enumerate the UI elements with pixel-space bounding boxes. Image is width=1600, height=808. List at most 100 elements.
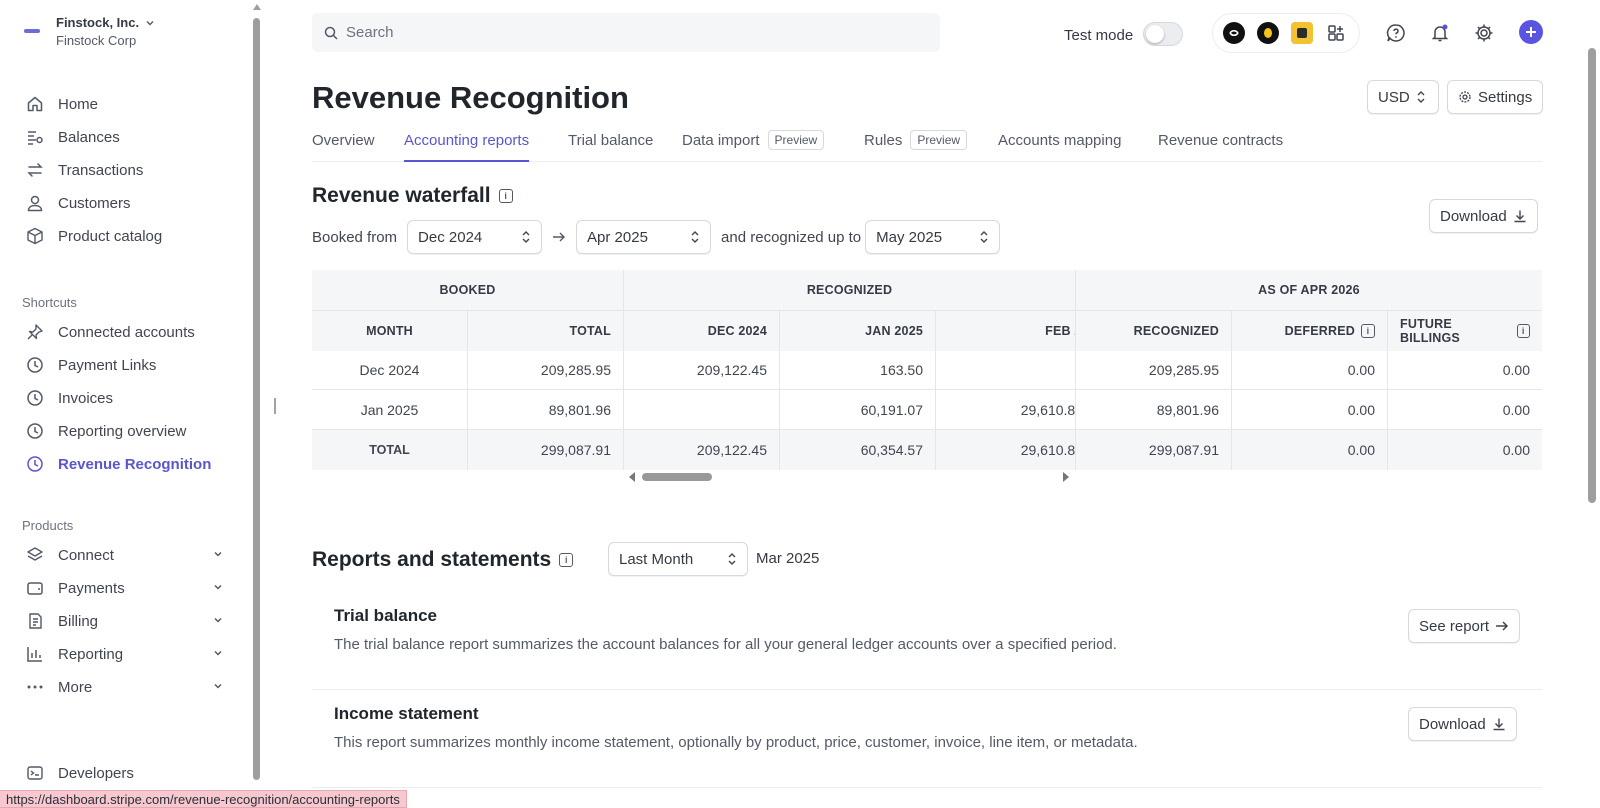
nav-label: Payment Links bbox=[58, 356, 157, 374]
scroll-thumb[interactable] bbox=[642, 473, 712, 481]
report-title: Income statement bbox=[334, 704, 479, 723]
nav-payment-links[interactable]: Payment Links bbox=[24, 350, 224, 380]
group-booked: BOOKED bbox=[312, 270, 624, 310]
nav-revenue-recognition[interactable]: Revenue Recognition bbox=[24, 449, 224, 479]
box-icon bbox=[24, 225, 46, 247]
download-report-button[interactable]: Download bbox=[1408, 707, 1517, 741]
download-icon bbox=[1493, 718, 1505, 731]
nav-connect[interactable]: Connect bbox=[24, 540, 224, 570]
page-scrollbar[interactable] bbox=[1588, 48, 1596, 503]
nav-label: Transactions bbox=[58, 161, 144, 179]
tab-revenue-contracts[interactable]: Revenue contracts bbox=[1158, 132, 1283, 162]
info-icon[interactable]: i bbox=[498, 189, 513, 203]
see-report-button[interactable]: See report bbox=[1408, 609, 1521, 643]
scroll-up-arrow-icon[interactable] bbox=[252, 3, 262, 11]
chevron-down-icon bbox=[214, 584, 222, 590]
nav-label: Reporting bbox=[58, 645, 124, 663]
col-recognized: RECOGNIZED bbox=[1076, 311, 1232, 351]
help-icon[interactable] bbox=[1384, 21, 1408, 45]
reports-title: Reports and statements bbox=[312, 548, 552, 571]
account-switcher[interactable]: Finstock, Inc. Finstock Corp bbox=[24, 15, 155, 48]
tab-label: Accounting reports bbox=[404, 132, 530, 149]
download-icon bbox=[1514, 210, 1526, 223]
cell-feb-2025: 29,610.89 bbox=[936, 390, 1076, 430]
tab-data-import[interactable]: Data import Preview bbox=[682, 130, 825, 162]
waterfall-table: BOOKED RECOGNIZED AS OF APR 2026 MONTH T… bbox=[312, 270, 1542, 470]
billing-icon bbox=[24, 610, 46, 632]
nav-label: Developers bbox=[58, 764, 134, 782]
shortcuts-label: Shortcuts bbox=[22, 295, 77, 310]
table-group-header: BOOKED RECOGNIZED AS OF APR 2026 bbox=[312, 270, 1542, 310]
nav-reporting[interactable]: Reporting bbox=[24, 639, 224, 669]
cell-total: 89,801.96 bbox=[468, 390, 624, 430]
chevron-down-icon bbox=[214, 650, 222, 656]
tab-bar: Overview Accounting reports Trial balanc… bbox=[312, 130, 1542, 162]
currency-select[interactable]: USD bbox=[1367, 80, 1439, 114]
nav-product-catalog[interactable]: Product catalog bbox=[24, 221, 224, 251]
nav-balances[interactable]: Balances bbox=[24, 122, 224, 152]
cell-total: 299,087.91 bbox=[468, 430, 624, 470]
table-row: Jan 2025 89,801.96 60,191.07 29,610.89 8… bbox=[312, 390, 1542, 430]
info-icon[interactable]: i bbox=[559, 553, 574, 567]
reports-period-label: Mar 2025 bbox=[756, 550, 820, 567]
test-mode-toggle[interactable] bbox=[1143, 22, 1184, 46]
app-icon[interactable] bbox=[1223, 22, 1245, 44]
wallet-icon bbox=[24, 577, 46, 599]
apps-grid-icon[interactable] bbox=[1325, 22, 1347, 44]
gear-icon bbox=[1459, 91, 1471, 103]
resize-handle[interactable] bbox=[274, 398, 276, 414]
nav-label: Product catalog bbox=[58, 227, 163, 245]
scroll-left-arrow-icon[interactable] bbox=[628, 472, 636, 482]
reports-period-select[interactable]: Last Month bbox=[608, 542, 748, 576]
settings-button[interactable]: Settings bbox=[1447, 80, 1544, 114]
info-icon[interactable]: i bbox=[1516, 324, 1530, 338]
chevron-up-down-icon bbox=[728, 553, 736, 565]
download-label: Download bbox=[1440, 207, 1507, 225]
tab-overview[interactable]: Overview bbox=[312, 132, 375, 162]
booked-from-select[interactable]: Dec 2024 bbox=[407, 220, 543, 254]
nav-transactions[interactable]: Transactions bbox=[24, 155, 224, 185]
search-input[interactable] bbox=[346, 24, 906, 41]
tab-rules[interactable]: Rules Preview bbox=[864, 130, 968, 162]
waterfall-download-button[interactable]: Download bbox=[1429, 199, 1538, 233]
nav-label: Payments bbox=[58, 579, 125, 597]
nav-label: Customers bbox=[58, 194, 131, 212]
nav-home[interactable]: Home bbox=[24, 89, 224, 119]
sidebar-scrollbar[interactable] bbox=[253, 18, 260, 780]
tab-accounting-reports[interactable]: Accounting reports bbox=[404, 132, 530, 162]
nav-customers[interactable]: Customers bbox=[24, 188, 224, 218]
recognized-up-to-select[interactable]: May 2025 bbox=[865, 220, 1001, 254]
col-jan-2025: JAN 2025 bbox=[780, 311, 936, 351]
test-mode-control[interactable]: Test mode bbox=[1064, 22, 1184, 47]
tab-label: Trial balance bbox=[568, 132, 654, 149]
app-icon[interactable] bbox=[1291, 22, 1313, 44]
tab-label: Data import bbox=[682, 132, 760, 149]
info-icon[interactable]: i bbox=[1361, 324, 1375, 338]
col-future-billings: FUTURE BILLINGS i bbox=[1388, 311, 1542, 351]
booked-from-label: Booked from bbox=[312, 228, 398, 246]
create-plus-icon[interactable] bbox=[1519, 20, 1543, 44]
gear-icon[interactable] bbox=[1472, 21, 1496, 45]
search-bar[interactable] bbox=[312, 13, 940, 52]
tab-accounts-mapping[interactable]: Accounts mapping bbox=[998, 132, 1121, 162]
sidebar: Finstock, Inc. Finstock Corp Home Balanc… bbox=[0, 0, 250, 808]
balances-icon bbox=[24, 126, 46, 148]
app-icon[interactable] bbox=[1257, 22, 1279, 44]
booked-to-select[interactable]: Apr 2025 bbox=[576, 220, 712, 254]
scroll-right-arrow-icon[interactable] bbox=[1062, 472, 1070, 482]
chevron-down-icon bbox=[214, 551, 222, 557]
bell-icon[interactable] bbox=[1428, 21, 1452, 45]
col-deferred-label: DEFERRED bbox=[1284, 324, 1355, 338]
nav-developers[interactable]: Developers bbox=[24, 760, 224, 786]
nav-billing[interactable]: Billing bbox=[24, 606, 224, 636]
table-total-row: TOTAL 299,087.91 209,122.45 60,354.57 29… bbox=[312, 430, 1542, 470]
nav-payments[interactable]: Payments bbox=[24, 573, 224, 603]
col-feb-2025: FEB 2025 bbox=[936, 311, 1076, 351]
nav-invoices[interactable]: Invoices bbox=[24, 383, 224, 413]
tab-trial-balance[interactable]: Trial balance bbox=[568, 132, 653, 162]
nav-reporting-overview[interactable]: Reporting overview bbox=[24, 416, 224, 446]
report-description: This report summarizes monthly income st… bbox=[334, 734, 1138, 751]
nav-more[interactable]: More bbox=[24, 672, 224, 702]
table-horizontal-scrollbar[interactable] bbox=[622, 471, 1072, 483]
nav-connected-accounts[interactable]: Connected accounts bbox=[24, 317, 224, 347]
